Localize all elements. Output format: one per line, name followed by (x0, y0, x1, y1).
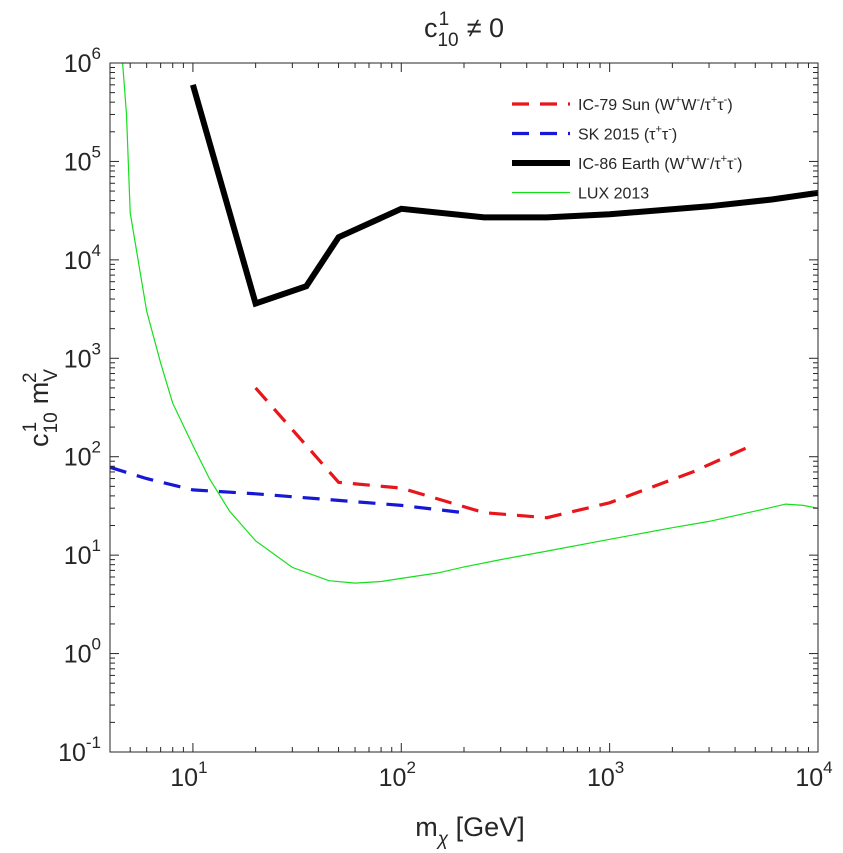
xlabel-rest: [GeV] (448, 812, 525, 842)
x-tick-label: 102 (379, 758, 416, 792)
plot-frame (109, 62, 819, 753)
plot-area (110, 63, 818, 752)
xlabel-base: m (415, 812, 438, 842)
legend-label-1: SK 2015 (τ+τ-) (578, 124, 677, 144)
series-line-0 (254, 386, 756, 520)
legend: IC-79 Sun (W+W-/τ+τ-) SK 2015 (τ+τ-) IC-86… (512, 94, 742, 203)
ylabel-sup2: 2 (20, 372, 41, 383)
series-line-1 (110, 465, 465, 515)
legend-label-0: IC-79 Sun (W+W-/τ+τ-) (578, 94, 733, 114)
series-line-2 (190, 83, 818, 308)
ylabel-sup1: 1 (20, 422, 41, 433)
y-tick-label: 101 (64, 536, 101, 570)
y-tick-label: 104 (64, 241, 101, 275)
legend-label-2: IC-86 Earth (W+W-/τ+τ-) (578, 153, 742, 173)
y-tick-label: 10-1 (58, 733, 101, 767)
y-tick-label: 106 (64, 44, 101, 78)
legend-label-3: LUX 2013 (578, 186, 649, 203)
x-tick-label: 101 (170, 758, 207, 792)
title-rest: ≠ 0 (459, 13, 504, 43)
ylabel-base2: m (24, 382, 54, 412)
x-axis-label: mχ [GeV] (415, 812, 524, 850)
series-line-3 (122, 63, 818, 584)
title-base: c (424, 13, 438, 43)
y-tick-label: 102 (64, 438, 101, 472)
xlabel-sub: χ (436, 829, 449, 850)
tick-labels-layer: 101 102 103 104 10-1 100 101 102 103 104 105 106 (58, 44, 833, 792)
ylabel-sub1: 10 (41, 412, 62, 433)
y-axis-label: c101 mV2 (20, 369, 62, 447)
series-layer (110, 63, 818, 584)
ticks-layer (109, 62, 819, 753)
title-sup: 1 (439, 9, 450, 30)
chart-title: c101 ≠ 0 (424, 9, 504, 51)
y-tick-label: 100 (64, 635, 101, 669)
y-tick-label: 103 (64, 339, 101, 373)
x-tick-label: 104 (795, 758, 832, 792)
y-tick-label: 105 (64, 142, 101, 176)
ylabel-sub2: V (41, 369, 62, 382)
x-tick-label: 103 (587, 758, 624, 792)
title-sub: 10 (437, 30, 458, 51)
ylabel-base1: c (24, 433, 54, 447)
